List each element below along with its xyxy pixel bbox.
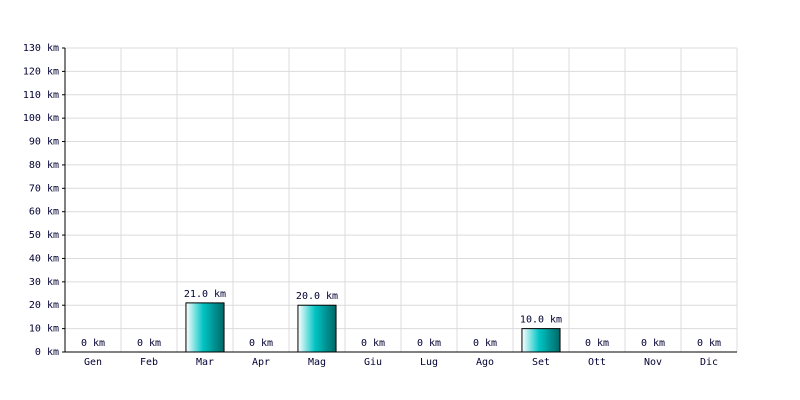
value-label: 20.0 km (296, 291, 338, 302)
x-tick-label: Nov (644, 357, 662, 368)
y-tick-label: 0 km (35, 347, 59, 358)
y-tick-label: 40 km (29, 253, 59, 264)
value-label: 0 km (641, 338, 665, 349)
value-label: 0 km (473, 338, 497, 349)
y-tick-label: 10 km (29, 324, 59, 335)
y-tick-label: 30 km (29, 277, 59, 288)
y-tick-label: 20 km (29, 300, 59, 311)
x-tick-label: Giu (364, 357, 382, 368)
x-tick-label: Mar (196, 357, 214, 368)
x-tick-label: Ago (476, 357, 494, 368)
value-label: 0 km (81, 338, 105, 349)
value-label: 0 km (417, 338, 441, 349)
x-tick-label: Ott (588, 357, 606, 368)
x-tick-label: Lug (420, 357, 438, 368)
x-tick-label: Mag (308, 357, 326, 368)
x-tick-label: Set (532, 357, 550, 368)
value-label: 10.0 km (520, 315, 562, 326)
y-tick-label: 50 km (29, 230, 59, 241)
x-tick-label: Dic (700, 357, 718, 368)
y-tick-label: 90 km (29, 137, 59, 148)
y-tick-label: 80 km (29, 160, 59, 171)
y-tick-label: 130 km (23, 43, 59, 54)
y-tick-label: 110 km (23, 90, 59, 101)
y-tick-label: 60 km (29, 207, 59, 218)
x-tick-label: Gen (84, 357, 102, 368)
y-tick-label: 120 km (23, 66, 59, 77)
y-tick-label: 100 km (23, 113, 59, 124)
bar (521, 328, 561, 353)
value-label: 21.0 km (184, 289, 226, 300)
bar (297, 304, 337, 353)
value-label: 0 km (697, 338, 721, 349)
bar (185, 302, 225, 353)
value-label: 0 km (361, 338, 385, 349)
value-label: 0 km (249, 338, 273, 349)
y-tick-label: 70 km (29, 183, 59, 194)
value-label: 0 km (137, 338, 161, 349)
value-label: 0 km (585, 338, 609, 349)
x-tick-label: Feb (140, 357, 158, 368)
x-tick-label: Apr (252, 357, 270, 368)
